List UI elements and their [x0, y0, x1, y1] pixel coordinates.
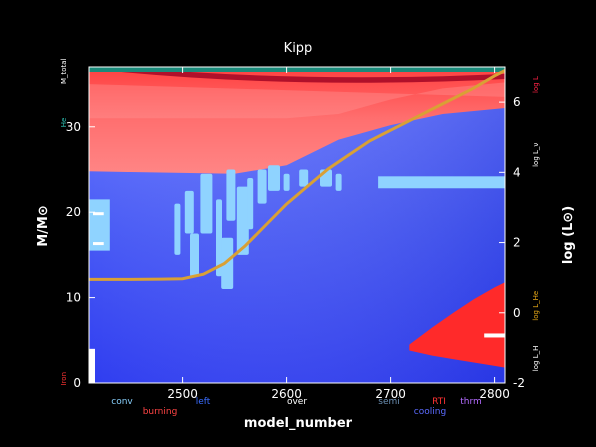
- plot-area: [89, 67, 505, 383]
- convective-blob: [221, 237, 234, 290]
- surface-strip: [89, 67, 505, 83]
- x-axis-label: model_number: [244, 416, 353, 431]
- legend-entry: RTI: [432, 397, 446, 407]
- right-axis-annotation: log L: [532, 76, 540, 93]
- x-tick-label: 2700: [375, 387, 406, 401]
- legend-entry: conv: [111, 397, 133, 407]
- convective-blob: [335, 173, 342, 191]
- right-axis-annotation: log L_H: [532, 346, 540, 372]
- y-tick-label: 10: [66, 291, 81, 305]
- y2-tick-label: 6: [513, 95, 521, 109]
- legend-entry: left: [196, 397, 211, 407]
- y2-axis-label: log (L⊙): [561, 206, 576, 264]
- chart-title: Kipp: [284, 41, 313, 56]
- convective-blob: [268, 165, 280, 191]
- axes: 2500 2600 2700 2800 0 10 20 30 -2 0 2 4 6: [66, 66, 525, 401]
- left-axis-annotation: He: [60, 118, 68, 128]
- core-overshoot: [89, 348, 95, 383]
- overshoot-left: [93, 212, 104, 216]
- legend-entry: cooling: [414, 407, 446, 417]
- right-axis-annotation: log L_He: [532, 291, 540, 321]
- y-axis-label: M/M⊙: [36, 205, 51, 247]
- convective-blob: [257, 169, 267, 204]
- legend-entry: over: [287, 397, 307, 407]
- envelope-inner-band: [89, 82, 505, 127]
- convective-blob: [299, 169, 309, 187]
- core-overshoot-right: [484, 333, 505, 338]
- legend-entry: burning: [143, 407, 178, 417]
- core-burning-region: [409, 282, 505, 368]
- convective-blob: [226, 169, 236, 221]
- convective-blob: [184, 190, 194, 234]
- overshoot-left-2: [93, 242, 104, 246]
- x-tick-label: 2500: [167, 387, 198, 401]
- convective-blob: [174, 203, 181, 255]
- y2-tick-label: 2: [513, 236, 521, 250]
- y-tick-label: 20: [66, 205, 81, 219]
- y2-tick-label: -2: [513, 376, 525, 390]
- x-tick-label: 2800: [479, 387, 510, 401]
- right-axis-annotation: log L_ν: [532, 143, 540, 167]
- y2-tick-label: 4: [513, 165, 521, 179]
- convective-blob: [247, 178, 254, 230]
- convective-blob: [236, 186, 249, 255]
- x-tick-label: 2600: [271, 387, 302, 401]
- legend-entry: thrm: [460, 397, 482, 407]
- y-tick-label: 30: [66, 120, 81, 134]
- envelope-burning-region: [89, 67, 505, 174]
- luminosity-line: [89, 69, 505, 281]
- total-mass-edge: [89, 67, 505, 72]
- y2-tick-label: 0: [513, 306, 521, 320]
- legend-entry: semi: [378, 397, 400, 407]
- y-tick-label: 0: [73, 376, 81, 390]
- convective-blob: [283, 173, 290, 191]
- convective-shell: [378, 176, 505, 189]
- convective-blob: [200, 173, 213, 234]
- convective-blob: [216, 199, 222, 277]
- convective-blob: [190, 233, 199, 277]
- plot-frame: [88, 66, 506, 384]
- left-axis-annotation: M_total: [60, 58, 68, 84]
- left-axis-annotation: Iron: [60, 372, 68, 386]
